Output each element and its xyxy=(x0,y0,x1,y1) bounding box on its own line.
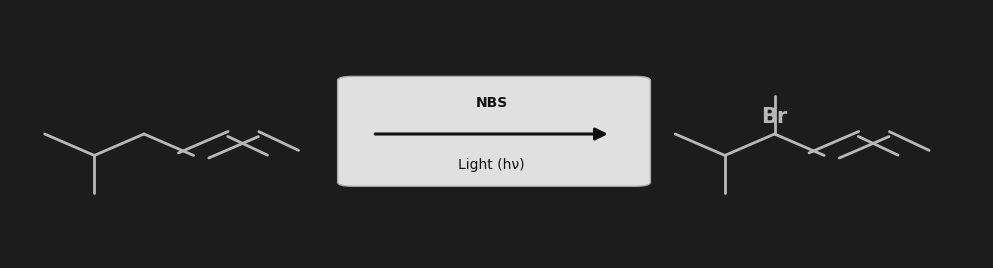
Text: Br: Br xyxy=(762,107,787,127)
Text: Light (hν): Light (hν) xyxy=(458,158,525,172)
Text: NBS: NBS xyxy=(476,96,507,110)
FancyBboxPatch shape xyxy=(338,76,650,186)
